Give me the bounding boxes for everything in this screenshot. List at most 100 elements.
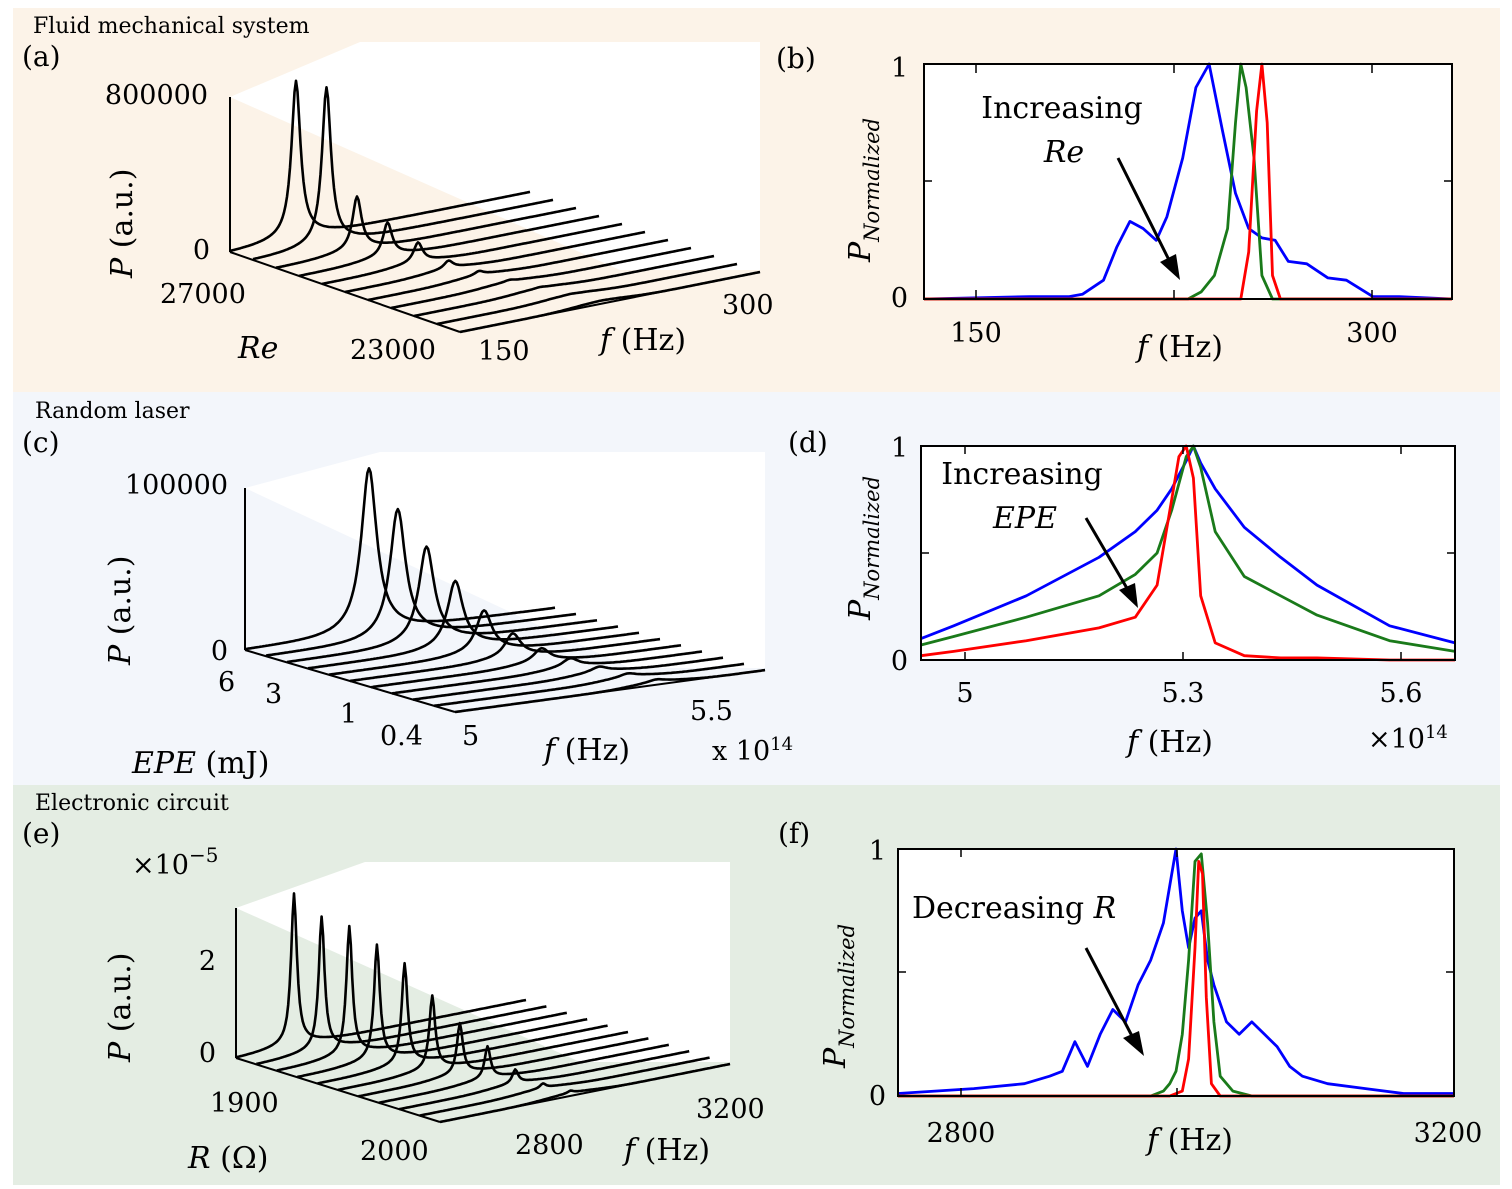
waterfall-trace <box>337 994 629 1092</box>
waterfall-trace <box>235 892 527 1059</box>
panel-f: (f) 1 0 2800 3200 f (Hz) PNormalized Dec… <box>778 817 1482 1158</box>
panel-b-y-tick-max: 1 <box>891 53 908 84</box>
waterfall-trace <box>328 609 640 676</box>
panel-d-y-tick-min: 0 <box>891 646 908 677</box>
section-title-laser: Random laser <box>35 399 190 424</box>
panel-d-y-tick-max: 1 <box>891 433 908 464</box>
waterfall-trace <box>459 270 761 334</box>
panel-c-y-tick-4: 0.4 <box>380 721 423 752</box>
panel-f-y-tick-min: 0 <box>869 1081 886 1112</box>
panel-a-z-label: P (a.u.) <box>105 169 140 279</box>
panel-e-z-label: P (a.u.) <box>103 953 138 1063</box>
panel-c-z-tick-min: 0 <box>211 636 228 667</box>
panel-b-y-tick-min: 0 <box>891 283 908 314</box>
panel-c-traces <box>244 466 766 714</box>
waterfall-trace <box>370 644 682 689</box>
waterfall-trace <box>252 86 554 261</box>
panel-e-z-tick-2: 2 <box>199 946 216 977</box>
panel-e-traces <box>235 892 731 1124</box>
section-title-fluid: Fluid mechanical system <box>33 14 310 39</box>
waterfall-trace <box>276 924 568 1072</box>
panel-b-annotation-arrow <box>1116 157 1172 263</box>
panel-c-x-exponent: x 1014 <box>712 734 793 767</box>
panel-d-x-tick-3: 5.6 <box>1380 678 1423 709</box>
waterfall-trace <box>307 579 619 670</box>
panel-c-y-axis <box>244 649 456 713</box>
panel-b-annotation-line1: Increasing <box>981 91 1142 126</box>
panel-d-x-label: f (Hz) <box>1125 725 1213 760</box>
panel-c-x-tick-2: 5.5 <box>690 696 733 727</box>
waterfall-trace <box>358 1021 649 1098</box>
panel-b-plot-area <box>924 64 1452 299</box>
waterfall-trace <box>439 1062 731 1124</box>
waterfall-trace <box>413 254 715 318</box>
waterfall-trace <box>390 246 692 310</box>
waterfall-trace <box>286 545 598 664</box>
panel-d-y-label: PNormalized <box>843 476 884 621</box>
panel-f-plot-area <box>898 849 1454 1096</box>
panel-b-arrowhead <box>1160 254 1180 280</box>
panel-f-y-label: PNormalized <box>818 924 859 1069</box>
panel-label-a: (a) <box>22 40 61 73</box>
panel-a-x-label: f (Hz) <box>598 323 686 358</box>
series-red-line <box>898 860 1454 1098</box>
panel-e-y-label: R (Ω) <box>187 1141 268 1176</box>
waterfall-trace <box>412 656 724 701</box>
section-title-circuit: Electronic circuit <box>35 791 229 816</box>
panel-a: (a) 800000 0 27000 23000 150 300 Re f (H… <box>22 40 774 367</box>
panel-label-f: (f) <box>778 817 810 850</box>
panel-b-y-label: PNormalized <box>843 118 884 263</box>
panel-d-annotation-line1: Increasing <box>941 457 1102 492</box>
waterfall-trace <box>419 1056 710 1117</box>
panel-a-x-tick-1: 150 <box>478 336 530 367</box>
waterfall-trace <box>256 915 547 1066</box>
panel-c-z-tick-max: 100000 <box>125 470 228 501</box>
panel-f-x-tick-1: 2800 <box>927 1118 996 1149</box>
panel-b-ticks <box>924 64 1452 299</box>
panel-e-plot-walls <box>236 862 730 1062</box>
panel-f-arrowhead <box>1123 1031 1144 1056</box>
panel-c-y-label: EPE (mJ) <box>131 746 269 781</box>
panel-a-y-label: Re <box>237 331 278 366</box>
panel-f-annotation-arrow <box>1084 947 1134 1037</box>
series-green-line <box>920 444 1456 653</box>
panel-d-annotation-line2: EPE <box>992 501 1057 536</box>
panel-b-x-label: f (Hz) <box>1135 330 1223 365</box>
panel-d-annotation-arrow <box>1084 517 1130 591</box>
waterfall-trace <box>454 668 766 714</box>
panel-e-y-tick-1: 1900 <box>210 1088 279 1119</box>
panel-c-z-label: P (a.u.) <box>103 556 138 666</box>
waterfall-trace <box>265 507 577 657</box>
panel-f-y-tick-max: 1 <box>869 836 886 867</box>
waterfall-trace <box>398 1049 690 1111</box>
panel-e-y-tick-2: 2000 <box>360 1136 429 1167</box>
panel-a-plot-walls <box>230 42 760 270</box>
panel-c-y-tick-1: 6 <box>218 667 235 698</box>
panel-c: (c) 100000 0 6 3 1 0.4 5 5.5 f (Hz) x 10… <box>22 426 793 781</box>
panel-a-z-tick-max: 800000 <box>105 80 208 111</box>
waterfall-trace <box>321 222 623 286</box>
waterfall-trace <box>367 238 669 302</box>
waterfall-trace <box>349 631 661 683</box>
panel-f-x-label: f (Hz) <box>1145 1123 1233 1158</box>
panel-f-ticks <box>898 849 1454 1096</box>
panel-f-annotation: Decreasing R <box>912 891 1116 926</box>
waterfall-trace <box>344 230 646 294</box>
panel-d-plot-area <box>921 446 1455 660</box>
waterfall-trace <box>436 262 738 326</box>
waterfall-trace <box>298 214 600 278</box>
panel-e-x-tick-1: 2800 <box>515 1130 584 1161</box>
waterfall-trace <box>296 943 588 1079</box>
series-blue-line <box>897 847 1454 1095</box>
series-green-line <box>924 62 1452 301</box>
series-green-line <box>898 852 1454 1098</box>
waterfall-trace <box>391 650 703 695</box>
panel-c-y-tick-3: 1 <box>340 699 357 730</box>
panel-b-annotation-line2: Re <box>1043 135 1084 170</box>
panel-label-e: (e) <box>22 817 60 850</box>
panel-b: (b) 1 0 150 300 f (Hz) PNormalized Incre… <box>776 42 1453 365</box>
panel-a-y-tick-1: 27000 <box>160 279 246 310</box>
panel-c-y-tick-2: 3 <box>265 679 282 710</box>
panel-e-z-multiplier: ×10−5 <box>132 843 218 881</box>
